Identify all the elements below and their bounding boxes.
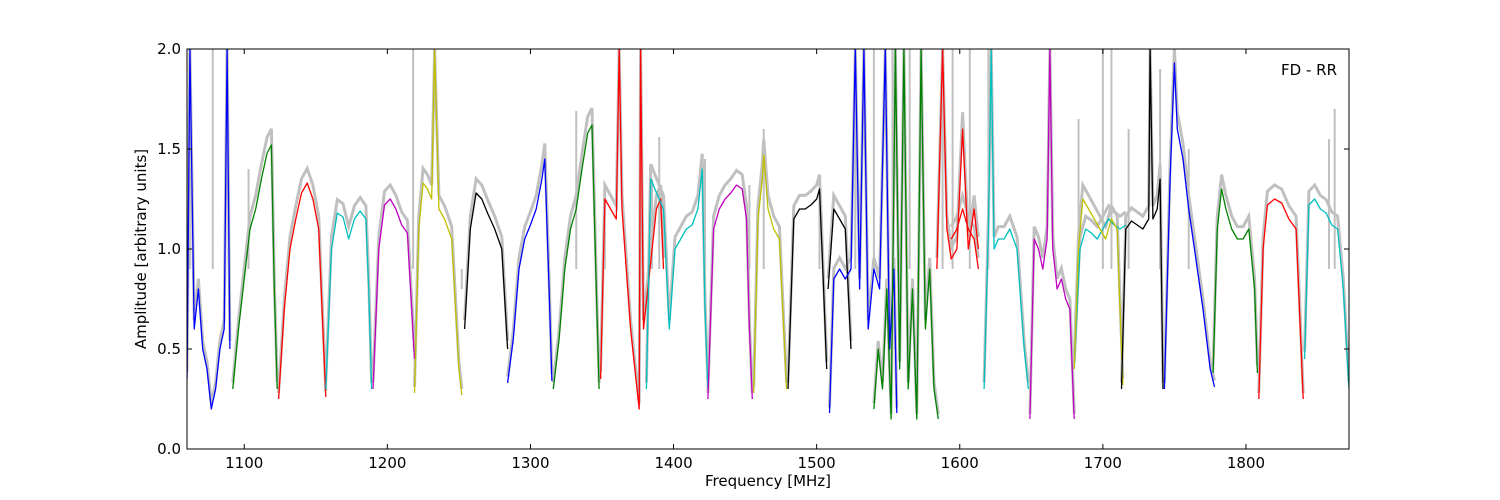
series-line-16	[873, 49, 939, 420]
annotation-label: FD - RR	[1281, 61, 1337, 79]
plot-background	[187, 49, 1349, 449]
series-line-13	[787, 188, 828, 390]
x-tick-label-1800: 1800	[1227, 454, 1265, 472]
series-line-2	[277, 182, 327, 400]
series-line-10	[645, 168, 709, 390]
series-line-4	[372, 198, 416, 390]
x-tick-label-1500: 1500	[798, 454, 836, 472]
series-line-6	[463, 192, 509, 350]
series-line-14	[827, 208, 852, 350]
series-line-19	[983, 49, 1030, 390]
background-trace-9	[599, 49, 665, 404]
series-line-24	[1163, 62, 1216, 390]
series-line-3	[325, 210, 373, 390]
background-trace-10	[644, 153, 710, 383]
series-line-27	[1303, 198, 1349, 390]
series-line-12	[753, 154, 788, 394]
y-axis-label: Amplitude [arbitrary units]	[132, 149, 150, 349]
x-tick-label-1700: 1700	[1084, 454, 1122, 472]
background-trace-27	[1303, 182, 1349, 383]
series-line-26	[1258, 198, 1304, 400]
x-tick-label-1400: 1400	[654, 454, 692, 472]
y-tick-label-2: 1.0	[157, 240, 181, 258]
series-line-0	[187, 49, 231, 410]
y-tick-label-3: 1.5	[157, 140, 181, 158]
y-tick-label-4: 2.0	[157, 40, 181, 58]
series-line-7	[506, 158, 553, 384]
x-axis-label: Frequency [MHz]	[705, 472, 831, 490]
y-tick-label-0: 0.0	[157, 440, 181, 458]
series-line-21	[1073, 218, 1127, 370]
series-line-5	[413, 49, 463, 396]
series-line-9	[599, 49, 665, 410]
x-tick-label-1100: 1100	[225, 454, 263, 472]
series-line-15	[828, 49, 898, 414]
background-trace-18	[949, 189, 980, 259]
series-line-18	[950, 208, 980, 270]
x-tick-label-1200: 1200	[368, 454, 406, 472]
series-line-1	[232, 144, 278, 390]
x-tick-label-1300: 1300	[511, 454, 549, 472]
series-line-25	[1212, 188, 1259, 374]
series-line-17	[936, 49, 980, 270]
series-line-11	[707, 184, 753, 400]
series-line-23	[1120, 49, 1164, 390]
series-layer	[187, 49, 1349, 420]
x-tick-label-1600: 1600	[941, 454, 979, 472]
background-trace-6	[463, 175, 510, 342]
series-line-20	[1029, 49, 1075, 420]
tick-layer: 1100 1200 1300 1400 1500 1600 1700 1800 0.0 0.5 1.…	[157, 40, 1349, 472]
background-trace-25	[1211, 174, 1259, 367]
series-line-22	[1073, 198, 1124, 386]
series-line-8	[552, 124, 600, 390]
y-tick-label-1: 0.5	[157, 340, 181, 358]
